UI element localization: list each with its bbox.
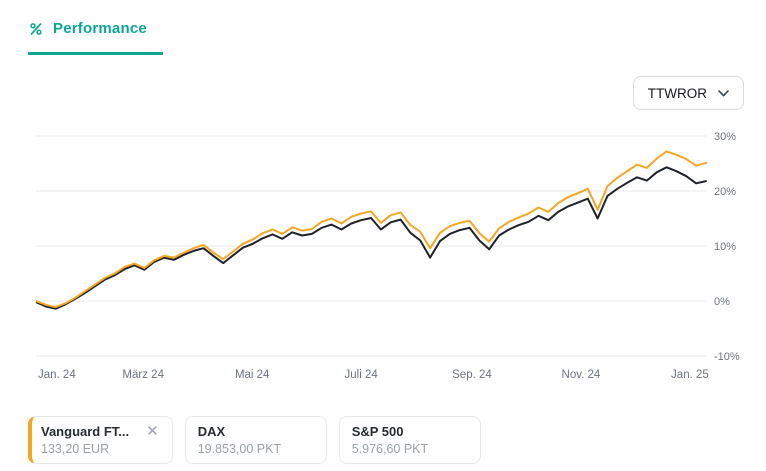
tab-performance[interactable]: Performance <box>28 20 163 55</box>
legend-chip-value: 19.853,00 PKT <box>197 442 282 456</box>
series-line-vanguard-ft <box>36 150 707 309</box>
y-axis-tick-label: 30% <box>714 131 736 143</box>
legend-chip-title: S&P 500 <box>351 424 404 439</box>
x-axis-tick-label: Jan. 25 <box>671 369 709 381</box>
series-line-dax <box>36 166 707 310</box>
legend-chip-value: 5.976,60 PKT <box>351 442 429 456</box>
y-axis-tick-label: 0% <box>714 296 730 308</box>
metric-dropdown-label: TTWROR <box>647 85 707 101</box>
chevron-down-icon <box>718 89 729 97</box>
legend-chip-vanguard[interactable]: Vanguard FT... ✕ 133,20 EUR <box>28 416 173 464</box>
legend-chip-title: DAX <box>197 424 226 439</box>
y-axis-tick-label: 10% <box>714 241 736 253</box>
y-axis-tick-label: -10% <box>714 351 740 363</box>
performance-chart: 30% 20% 10% 0% -10% Jan. 24 März 24 Mai 24 Juli … <box>36 128 758 386</box>
x-axis-tick-label: Juli 24 <box>345 369 379 381</box>
legend-chip-value: 133,20 EUR <box>41 442 110 456</box>
legend-chip-sp500[interactable]: S&P 500 5.976,60 PKT <box>338 416 481 464</box>
x-axis-tick-label: Sep. 24 <box>452 369 492 381</box>
metric-dropdown[interactable]: TTWROR <box>632 76 744 110</box>
performance-icon <box>28 21 44 37</box>
legend-chip-dax[interactable]: DAX 19.853,00 PKT <box>184 416 327 464</box>
close-icon[interactable]: ✕ <box>146 423 159 440</box>
tab-performance-label: Performance <box>53 20 147 37</box>
chart-plot[interactable]: 30% 20% 10% 0% -10% Jan. 24 März 24 Mai 24 Juli … <box>36 128 758 386</box>
y-axis-tick-label: 20% <box>714 186 736 198</box>
x-axis-tick-label: Mai 24 <box>235 369 270 381</box>
chart-legend: Vanguard FT... ✕ 133,20 EUR DAX 19.853,0… <box>28 416 481 464</box>
x-axis-tick-label: Nov. 24 <box>562 369 601 381</box>
legend-chip-title: Vanguard FT... <box>41 424 130 439</box>
x-axis-tick-label: Jan. 24 <box>38 369 76 381</box>
x-axis-tick-label: März 24 <box>122 369 164 381</box>
